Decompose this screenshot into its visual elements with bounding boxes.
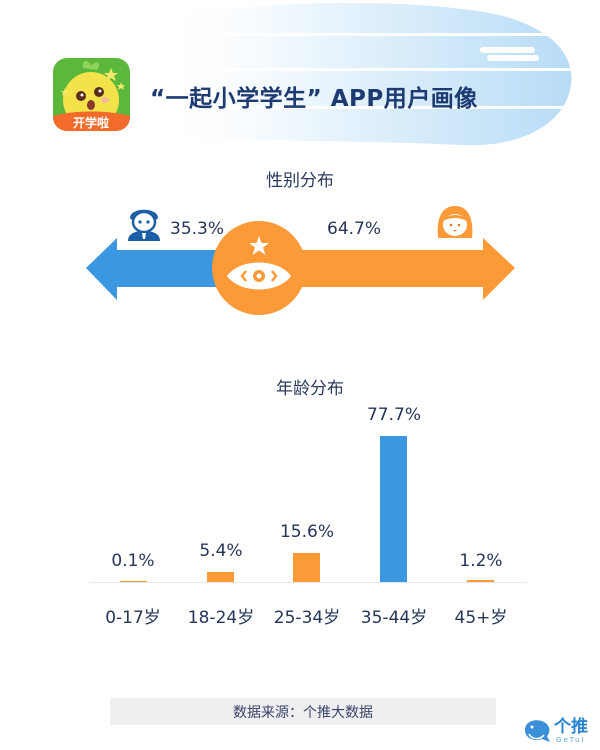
x-axis-label: 0-17岁 bbox=[105, 608, 161, 628]
male-arrow bbox=[86, 238, 230, 300]
male-percentage: 35.3% bbox=[170, 219, 225, 239]
header-banner bbox=[120, 3, 590, 146]
gender-section-title: 性别分布 bbox=[266, 171, 334, 191]
bar-25-34 bbox=[293, 553, 320, 582]
cloud-icon bbox=[480, 47, 539, 61]
page-title: “一起小学学生” APP用户画像 bbox=[150, 86, 478, 112]
bar-value-label: 5.4% bbox=[199, 541, 243, 561]
age-section-title: 年龄分布 bbox=[276, 379, 344, 399]
bar-35-44 bbox=[380, 436, 407, 582]
bar-value-label: 15.6% bbox=[279, 522, 334, 542]
app-icon: 开学啦 bbox=[53, 58, 130, 131]
bar-value-label: 0.1% bbox=[111, 551, 155, 571]
female-percentage: 64.7% bbox=[327, 219, 382, 239]
x-axis-label: 45+岁 bbox=[454, 608, 508, 628]
x-axis-label: 18-24岁 bbox=[187, 608, 255, 628]
getui-logo: 个推 GeTuI bbox=[520, 712, 600, 750]
star-icon bbox=[249, 236, 269, 255]
brand-name-cn: 个推 bbox=[554, 717, 588, 737]
whale-logo-icon bbox=[525, 720, 550, 742]
data-source-text: 数据来源：个推大数据 bbox=[233, 705, 373, 721]
male-avatar-icon bbox=[128, 209, 160, 241]
x-axis-label: 35-44岁 bbox=[360, 608, 428, 628]
x-axis-baseline bbox=[90, 582, 526, 583]
bar-0-17 bbox=[120, 581, 147, 582]
bar-18-24 bbox=[207, 572, 234, 582]
bar-value-label: 77.7% bbox=[366, 405, 421, 425]
svg-text:开学啦: 开学啦 bbox=[73, 115, 109, 130]
brand-name-en: GeTuI bbox=[556, 736, 586, 744]
female-arrow bbox=[260, 238, 515, 300]
data-source-box bbox=[110, 698, 496, 725]
x-axis-label: 25-34岁 bbox=[273, 608, 341, 628]
gender-arrow-graphic bbox=[86, 206, 515, 315]
eye-icon bbox=[227, 262, 291, 290]
bar-45-plus bbox=[467, 580, 494, 582]
female-avatar-icon bbox=[437, 206, 473, 238]
bar-value-label: 1.2% bbox=[459, 551, 503, 571]
lemon-mascot-icon: 开学啦 bbox=[53, 58, 130, 131]
